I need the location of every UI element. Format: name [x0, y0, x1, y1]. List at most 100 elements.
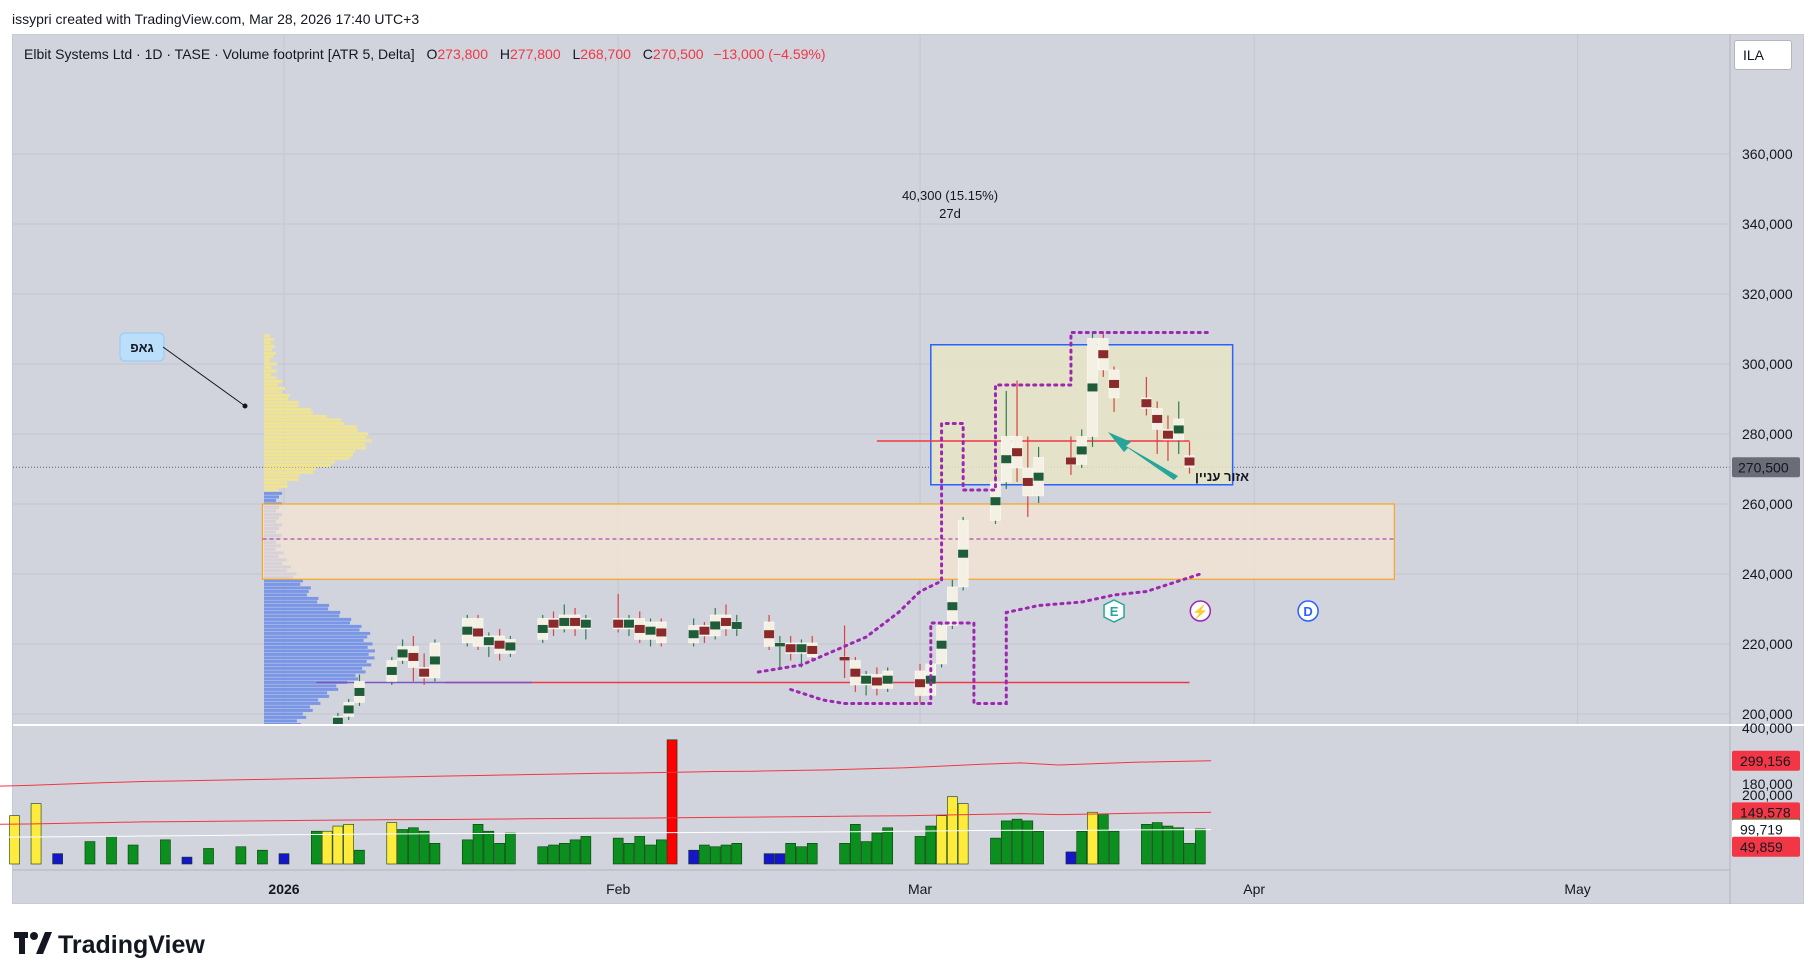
candle-delta-cell	[10, 766, 20, 774]
candle-body	[182, 772, 192, 779]
profile-bar	[264, 670, 366, 674]
volume-bar	[731, 842, 743, 865]
volume-bar	[160, 839, 171, 865]
volume-bar	[957, 803, 969, 865]
profile-bar	[264, 442, 365, 446]
symbol-title: Elbit Systems Ltd · 1D · TASE · Volume f…	[24, 46, 415, 62]
tradingview-logo-icon	[14, 930, 52, 961]
candle-body	[311, 744, 321, 766]
profile-bar	[264, 383, 279, 387]
candle-delta-cell	[1098, 350, 1109, 359]
candle-body	[322, 727, 332, 745]
profile-bar	[264, 761, 285, 764]
profile-bar	[264, 341, 271, 345]
profile-bar	[264, 726, 292, 729]
gap-pointer-line	[162, 346, 246, 407]
profile-bar	[264, 460, 335, 464]
profile-bar	[264, 610, 341, 614]
candle-delta-cell	[537, 624, 548, 633]
open-value: 273,800	[437, 46, 488, 62]
profile-bar	[264, 614, 340, 618]
volume-bar	[386, 822, 398, 865]
candle-delta-cell	[1162, 430, 1173, 439]
volume-bar	[461, 839, 473, 865]
volume-tick-label: 400,000	[1742, 720, 1793, 736]
volume-bar	[181, 856, 193, 865]
volume-bar	[850, 824, 861, 865]
volume-bar	[1097, 813, 1109, 865]
volume-bar	[343, 824, 354, 865]
candle-delta-cell	[462, 626, 473, 635]
volume-bar	[1162, 825, 1174, 865]
profile-bar	[264, 691, 328, 695]
volume-bar	[354, 849, 365, 865]
profile-bar	[264, 754, 285, 757]
volume-pane	[0, 739, 1212, 865]
profile-bar	[264, 652, 369, 656]
volume-bar	[321, 830, 333, 865]
volume-bar	[1076, 830, 1088, 865]
candle-delta-cell	[850, 668, 861, 677]
profile-bar	[264, 390, 282, 394]
candle-delta-cell	[699, 626, 710, 635]
profile-bar	[264, 768, 285, 771]
currency-button[interactable]: ILA	[1734, 40, 1792, 70]
volume-bar	[774, 853, 786, 865]
profile-bar	[264, 456, 350, 460]
profile-bar	[264, 421, 344, 425]
candle-delta-cell	[386, 666, 397, 675]
split-lightning-icon	[1189, 600, 1212, 622]
volume-bar	[9, 815, 20, 865]
profile-bar	[264, 737, 281, 740]
profile-bar	[264, 376, 277, 380]
profile-bar	[264, 673, 356, 677]
candle-delta-cell	[1022, 477, 1033, 486]
profile-bar	[264, 449, 356, 453]
profile-bar	[264, 397, 289, 401]
volume-bar	[612, 837, 624, 865]
range-days-label: 27d	[939, 206, 961, 221]
profile-bar	[264, 407, 311, 411]
profile-bar	[264, 582, 301, 586]
volume-tick-label: 200,000	[1742, 787, 1793, 803]
symbol-header[interactable]: Elbit Systems Ltd · 1D · TASE · Volume f…	[24, 46, 826, 62]
volume-bar	[537, 846, 549, 865]
profile-bar	[264, 638, 364, 642]
profile-bar	[264, 358, 270, 362]
candle-body	[257, 762, 267, 772]
candle-delta-cell	[429, 656, 440, 665]
candle-delta-cell	[1152, 414, 1163, 423]
range-box	[930, 344, 1234, 486]
profile-bar	[264, 348, 272, 352]
profile-bar	[264, 666, 363, 670]
volume-bar	[494, 842, 505, 865]
volume-average-line	[0, 760, 1212, 787]
volume-bar	[709, 846, 721, 865]
profile-bar	[264, 351, 276, 355]
profile-bar	[264, 334, 270, 338]
profile-bar	[264, 701, 321, 705]
volume-bar	[505, 832, 516, 865]
volume-bar	[127, 844, 139, 865]
candle-delta-cell	[882, 675, 893, 684]
profile-bar	[264, 498, 276, 502]
tradingview-logo[interactable]: TradingView	[14, 930, 205, 961]
candle-delta-cell	[53, 757, 63, 765]
volume-bar	[1065, 851, 1077, 865]
candle-body	[128, 767, 138, 775]
profile-bar	[264, 355, 273, 359]
price-tick-label: 240,000	[1742, 566, 1793, 582]
profile-bar	[264, 463, 331, 467]
volume-value-label: 299,156	[1740, 753, 1791, 769]
profile-bar	[264, 400, 299, 404]
time-tick-label: Mar	[908, 881, 932, 897]
candle-body	[53, 755, 63, 767]
last-price-label: 270,500	[1738, 459, 1789, 475]
volume-bar	[1033, 830, 1044, 865]
volume-bar	[634, 836, 646, 865]
price-tick-label: 180,000	[1742, 776, 1793, 792]
time-tick-label: Feb	[606, 881, 630, 897]
volume-bar	[623, 842, 635, 865]
profile-bar	[264, 589, 309, 593]
